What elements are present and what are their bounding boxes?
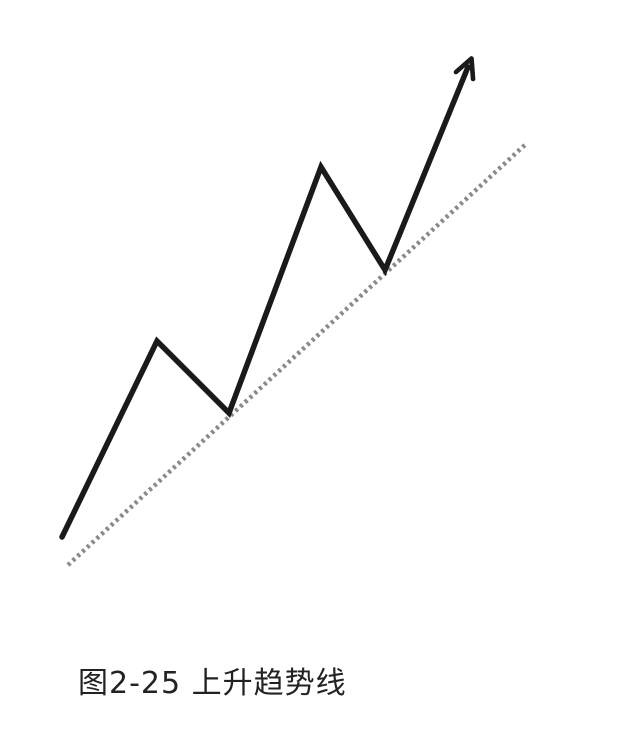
price-zigzag-line	[59, 56, 476, 540]
uptrend-diagram	[59, 56, 529, 567]
trend-line	[66, 141, 529, 567]
figure-caption: 图2-25 上升趋势线	[78, 666, 347, 701]
